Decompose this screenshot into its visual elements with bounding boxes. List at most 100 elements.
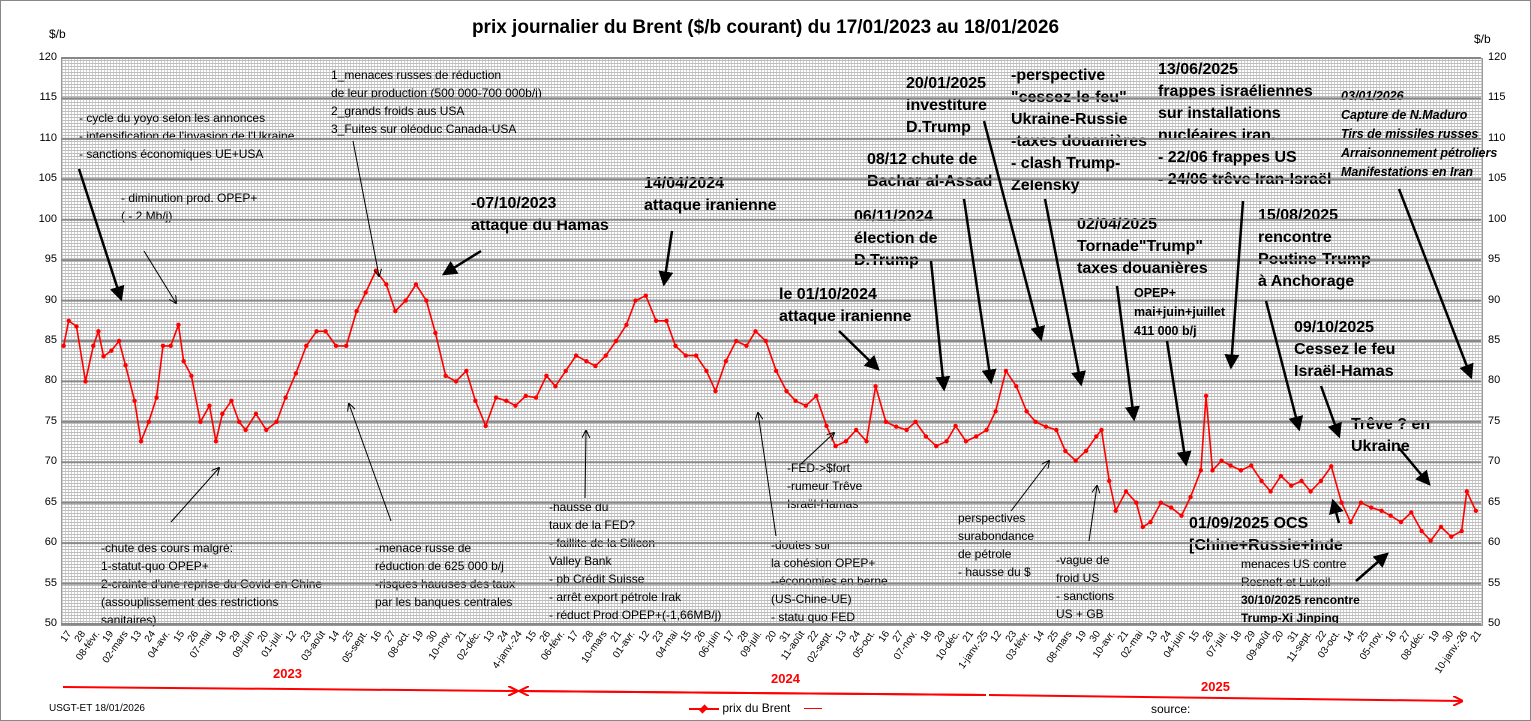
data-point [146,419,151,425]
y-tick-label-left: 80 [44,374,57,387]
data-point [793,398,798,404]
data-point [74,324,79,329]
y-axis-label-right: $/b [1474,32,1491,46]
data-point [953,423,958,429]
data-point [1210,468,1215,473]
y-tick-label-left: 50 [44,617,57,629]
annotation-line: 20/01/2025 [906,75,987,92]
data-point [1318,478,1324,484]
annotation-arrow [1329,498,1344,524]
y-tick-label-left: 120 [38,51,57,63]
annotation-line: - pb Crédit Suisse [549,572,645,586]
annotation-line: D.Trump [906,119,971,136]
data-point [843,439,849,444]
data-point [413,282,419,287]
data-point [1158,500,1164,505]
data-point [229,398,234,404]
year-label: 2023 [273,666,302,681]
data-point [733,338,739,344]
annotation-arrow [441,249,482,276]
data-point [513,403,518,408]
annotation-line: [Chine+Russie+Inde [1189,537,1343,554]
annotation-arrow [929,260,951,392]
data-point [624,322,629,328]
y-tick-label-right: 50 [1488,617,1501,629]
annotation-line: -menace russe de [375,541,472,555]
data-point [1409,510,1414,515]
y-tick-label-right: 85 [1488,334,1501,346]
data-point [1438,524,1444,530]
data-point [704,368,709,374]
annotation-line: le 01/10/2024 [779,286,877,303]
y-tick-label-right: 100 [1488,212,1507,225]
data-point [633,298,638,303]
y-tick-label-left: 100 [38,212,57,225]
data-point [533,395,539,400]
data-point [1168,505,1174,510]
data-point [443,373,448,378]
annotation: 03/01/2026 Capture de N.Maduro Tirs de mis… [1341,87,1497,182]
annotation-line: 08/12 chute de [867,151,978,168]
data-point [664,318,669,323]
annotation-line: sur installations [1158,105,1281,122]
data-point [744,343,749,349]
annotation-line: Ukraine-Russie [1011,111,1128,128]
annotation: -menace russe de réduction de 625 000 b/j… [375,539,515,611]
annotation-line: froid US [1056,571,1100,585]
data-point [1198,468,1204,473]
data-point [160,343,166,349]
annotation-arrow [1115,285,1140,422]
annotation-line: par les banques centrales [375,595,513,609]
data-point [154,395,159,400]
annotation-arrow [1397,188,1474,380]
data-point [464,368,469,374]
annotation-line: surabondance [958,529,1035,543]
y-tick-label-left: 60 [44,536,57,549]
data-point [1014,384,1019,389]
data-point [1003,368,1009,374]
data-point [544,373,549,378]
data-point [1024,409,1029,414]
annotation: 20/01/2025 investiture D.Trump [906,73,987,139]
annotation-line: Rosneft et Lukoil [1241,575,1331,589]
annotation: le 01/10/2024 attaque iranienne [779,284,911,328]
y-tick-label-right: 60 [1488,536,1501,549]
data-point [944,439,949,444]
data-point [833,443,838,449]
annotation-line: Capture de N.Maduro [1341,108,1468,122]
y-tick-label-left: 115 [39,91,57,104]
data-point [213,439,219,444]
data-point [1063,448,1068,454]
data-point [433,330,438,336]
data-point [109,348,114,353]
year-label: 2024 [771,671,800,686]
data-point [384,282,389,287]
annotation-arrow [1165,340,1192,467]
data-point [1289,483,1294,488]
annotation-line: -taxes douanières [1011,133,1148,150]
data-point [813,393,819,399]
data-point [934,443,939,449]
data-point [1094,434,1099,439]
data-point [993,409,998,414]
data-point [974,434,979,439]
data-point [96,329,101,334]
annotation: menaces US contre Rosneft et Lukoil 30/10/… [1241,555,1360,627]
annotation-line: -rumeur Trêve [787,479,863,493]
annotation-line: attaque iranienne [644,197,777,214]
data-point [573,353,579,358]
data-point [314,329,319,334]
data-point [913,419,918,425]
annotation-line: Cessez le feu [1294,341,1396,358]
data-point [1203,393,1209,399]
data-point [1369,505,1374,510]
data-point [189,373,194,378]
data-point [243,427,248,433]
annotation-arrow-thin [585,431,586,499]
data-point [773,368,779,374]
data-point [453,379,459,384]
annotation-line: - statu quo FED [771,610,856,624]
annotation-line: 30/10/2025 rencontre [1241,593,1360,607]
